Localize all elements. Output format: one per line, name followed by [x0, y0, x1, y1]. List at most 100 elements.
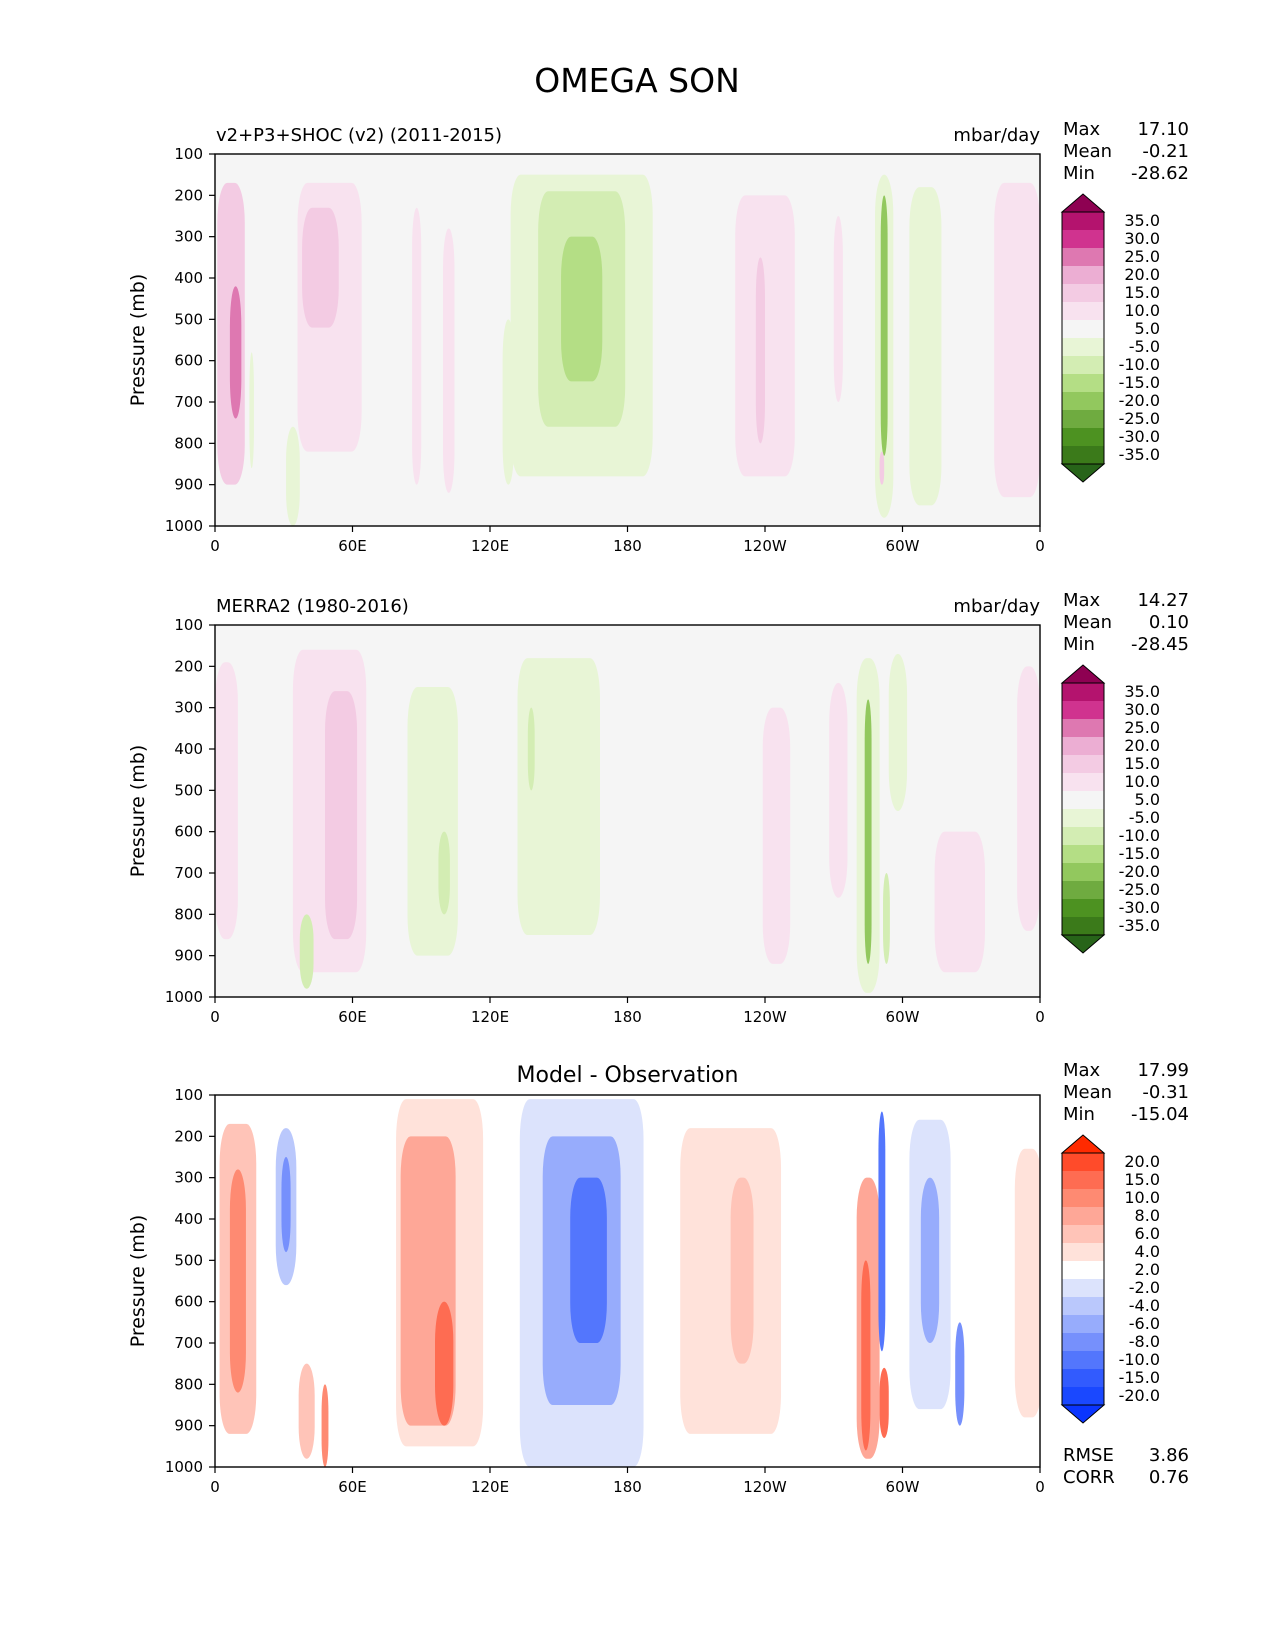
x-tick-label: 180 [613, 1478, 642, 1496]
colorbar-segment [1062, 917, 1104, 935]
colorbar-segment [1062, 737, 1104, 755]
colorbar-extend-bottom [1060, 1404, 1106, 1424]
colorbar-segment [1062, 320, 1104, 338]
colorbar-label: 4.0 [1135, 1242, 1160, 1261]
colorbar-segment [1062, 899, 1104, 917]
colorbar-segment [1062, 881, 1104, 899]
colorbar-label: -25.0 [1119, 409, 1160, 428]
metric-label: CORR [1063, 1467, 1115, 1488]
stat-value: -15.04 [1131, 1104, 1189, 1125]
contour-region [1017, 666, 1040, 931]
contour-region [861, 1260, 871, 1451]
contour-region [438, 831, 450, 915]
contour-region [412, 207, 422, 485]
y-tick-label: 500 [174, 781, 203, 799]
colorbar-segment [1062, 212, 1104, 230]
stat-label: Max [1063, 590, 1101, 611]
colorbar-label: -15.0 [1119, 844, 1160, 863]
colorbar-extend-top [1060, 1134, 1106, 1154]
contour-region [880, 195, 888, 456]
y-axis-label: Pressure (mb) [127, 1215, 149, 1348]
contour-fills [215, 649, 1040, 993]
contour-region [934, 831, 985, 973]
colorbar-segment [1062, 266, 1104, 284]
contour-region [878, 1111, 886, 1352]
x-tick-label: 120E [471, 537, 509, 555]
colorbar-label: 20.0 [1124, 265, 1160, 284]
y-tick-label: 600 [174, 352, 203, 370]
panel-model: v2+P3+SHOC (v2) (2011-2015) mbar/day 100 20… [127, 119, 1189, 555]
colorbar-frame [1061, 211, 1105, 465]
colorbar-segment [1062, 827, 1104, 845]
x-tick-label: 0 [210, 537, 220, 555]
colorbar-label: 10.0 [1124, 772, 1160, 791]
colorbar-label: -10.0 [1119, 355, 1160, 374]
contour-region [215, 662, 238, 940]
colorbar-label: -10.0 [1119, 826, 1160, 845]
contour-region [299, 914, 314, 989]
contour-region [570, 1177, 607, 1343]
stat-label: Max [1063, 1060, 1101, 1081]
colorbar-segment [1062, 1207, 1104, 1225]
stat-value: -28.62 [1131, 163, 1189, 184]
colorbar-label: 6.0 [1135, 1224, 1160, 1243]
colorbar-segment [1062, 719, 1104, 737]
x-tick-label: 0 [1035, 1008, 1045, 1026]
stat-label: Mean [1063, 1082, 1112, 1103]
colorbar-label: -10.0 [1119, 1350, 1160, 1369]
colorbar-segment [1062, 755, 1104, 773]
contour-region [879, 451, 885, 485]
colorbar-segment [1062, 356, 1104, 374]
contour-region [829, 682, 848, 898]
contour-region [527, 707, 535, 791]
stat-label: Mean [1063, 141, 1112, 162]
colorbar-segment [1062, 1189, 1104, 1207]
panel-units: mbar/day [953, 125, 1040, 146]
metric-label: RMSE [1063, 1445, 1114, 1466]
stat-value: 17.10 [1137, 119, 1189, 140]
y-tick-label: 300 [174, 228, 203, 246]
colorbar-segment [1062, 863, 1104, 881]
colorbar-segment [1062, 1297, 1104, 1315]
figure-title: OMEGA SON [534, 61, 740, 100]
colorbar-segment [1062, 791, 1104, 809]
colorbar-label: 8.0 [1135, 1206, 1160, 1225]
contour-region [762, 707, 791, 964]
y-tick-label: 600 [174, 1293, 203, 1311]
colorbar-segment [1062, 410, 1104, 428]
colorbar-segment [1062, 446, 1104, 464]
contour-region [888, 653, 908, 811]
metric-value: 3.86 [1149, 1445, 1189, 1466]
x-tick-label: 0 [1035, 537, 1045, 555]
y-tick-label: 200 [174, 1127, 203, 1145]
contour-region [561, 236, 603, 382]
colorbar-extend-bottom [1060, 463, 1106, 483]
contour-region [302, 207, 339, 328]
colorbar-label: 10.0 [1124, 301, 1160, 320]
y-tick-label: 900 [174, 1417, 203, 1435]
contour-region [325, 691, 358, 940]
colorbar-label: -5.0 [1129, 337, 1160, 356]
contour-region [407, 687, 458, 956]
colorbar-segment [1062, 428, 1104, 446]
colorbar-extend-top [1060, 664, 1106, 684]
stat-value: 0.10 [1149, 612, 1189, 633]
y-tick-label: 700 [174, 864, 203, 882]
colorbar-segment [1062, 1387, 1104, 1405]
colorbar-extend-bottom [1060, 934, 1106, 954]
stat-label: Min [1063, 1104, 1095, 1125]
colorbar-label: 5.0 [1135, 790, 1160, 809]
colorbar-segment [1062, 1369, 1104, 1387]
stat-label: Min [1063, 634, 1095, 655]
contour-fills [217, 174, 1040, 526]
x-tick-label: 120W [743, 537, 787, 555]
contour-region [864, 699, 872, 964]
contour-region [229, 1169, 246, 1393]
colorbar-label: -20.0 [1119, 391, 1160, 410]
colorbar-segment [1062, 338, 1104, 356]
colorbar-segment [1062, 809, 1104, 827]
colorbar-segment [1062, 1153, 1104, 1171]
x-tick-label: 180 [613, 537, 642, 555]
y-axis-label: Pressure (mb) [127, 745, 149, 878]
contour-region [994, 182, 1040, 498]
